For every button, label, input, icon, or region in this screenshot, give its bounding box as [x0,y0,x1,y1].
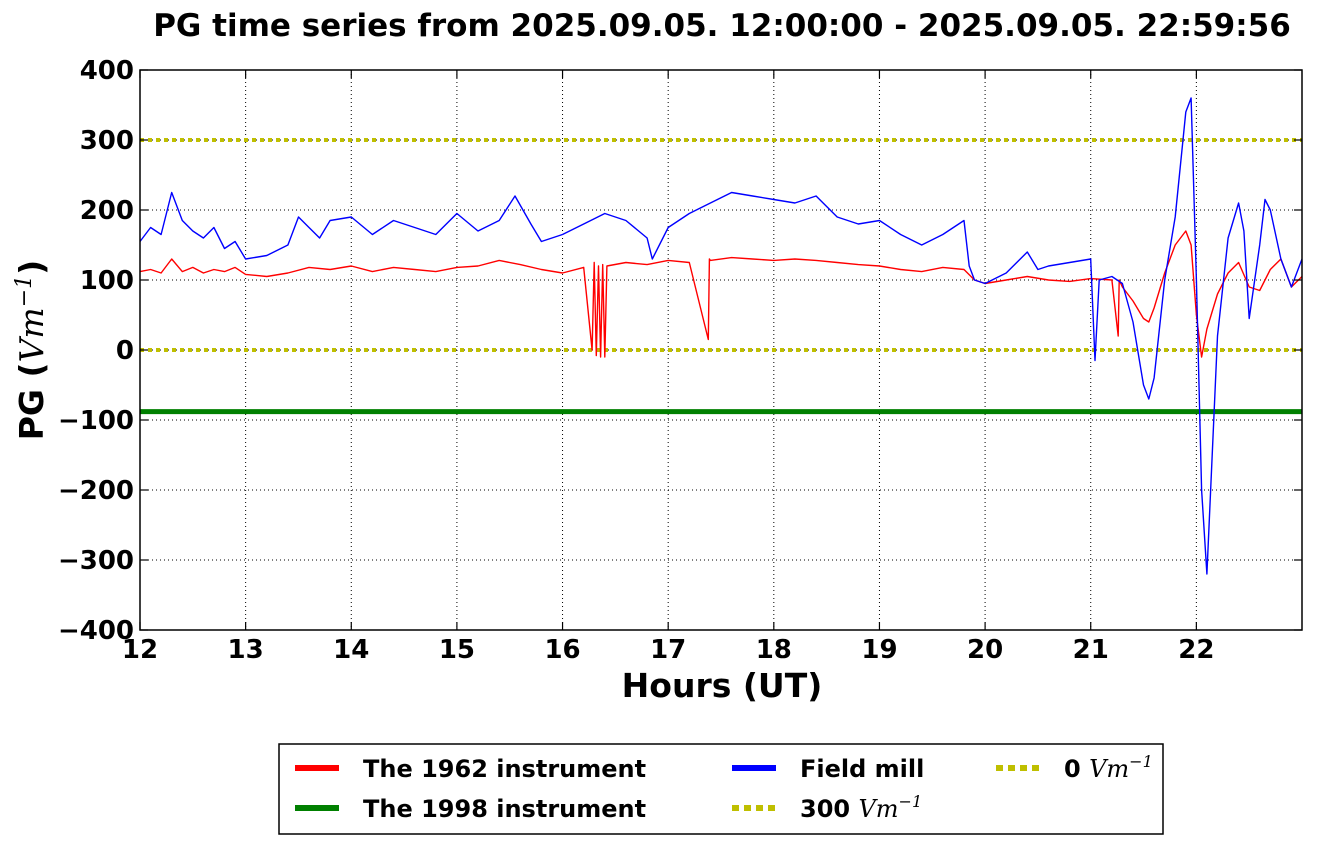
y-tick-label: −100 [58,406,134,436]
y-tick-label: −400 [58,616,134,646]
legend-label-4: 300 Vm−1 [800,792,922,823]
x-tick-label: 16 [544,635,580,665]
x-tick-label: 14 [333,635,369,665]
y-axis-label-suffix: ) [12,260,51,275]
y-tick-label: −200 [58,476,134,506]
x-tick-label: 12 [122,635,158,665]
y-axis-label-prefix: PG ( [12,362,51,440]
data-lines [139,97,1303,575]
x-tick-label: 21 [1073,635,1109,665]
legend-label-3: Field mill [800,755,924,783]
y-tick-label: 0 [116,336,134,366]
x-tick-label: 22 [1178,635,1214,665]
y-tick-label: 400 [80,56,134,86]
legend-label-5: 0 Vm−1 [1064,752,1153,783]
y-tick-label: 100 [80,266,134,296]
reference-lines [140,138,1302,415]
series-line-3 [139,97,1303,575]
legend: The 1962 instrument The 1998 instrument Fi… [278,743,1164,835]
chart-title: PG time series from 2025.09.05. 12:00:00… [153,8,1291,44]
y-tick-label: 200 [80,196,134,226]
series-line-1 [139,230,1303,358]
x-tick-label: 19 [861,635,897,665]
y-axis-label-unit: Vm [12,307,51,362]
x-tick-labels: 12 13 14 15 16 17 18 19 20 21 22 [122,635,1215,665]
y-tick-label: 300 [80,126,134,156]
ticks [139,69,1302,631]
y-axis-label: PG (Vm−1) [12,260,51,441]
legend-frame [278,743,1164,835]
x-tick-label: 17 [650,635,686,665]
y-tick-labels: −400 −300 −200 −100 0 100 200 300 400 [58,56,134,646]
y-tick-label: −300 [58,546,134,576]
x-axis-label: Hours (UT) [622,666,823,705]
legend-label-2: The 1998 instrument [363,795,646,823]
y-axis-label-exponent: −1 [12,275,37,307]
legend-label-1: The 1962 instrument [363,755,646,783]
x-tick-label: 13 [228,635,264,665]
x-tick-label: 20 [967,635,1003,665]
x-tick-label: 15 [439,635,475,665]
x-tick-label: 18 [756,635,792,665]
